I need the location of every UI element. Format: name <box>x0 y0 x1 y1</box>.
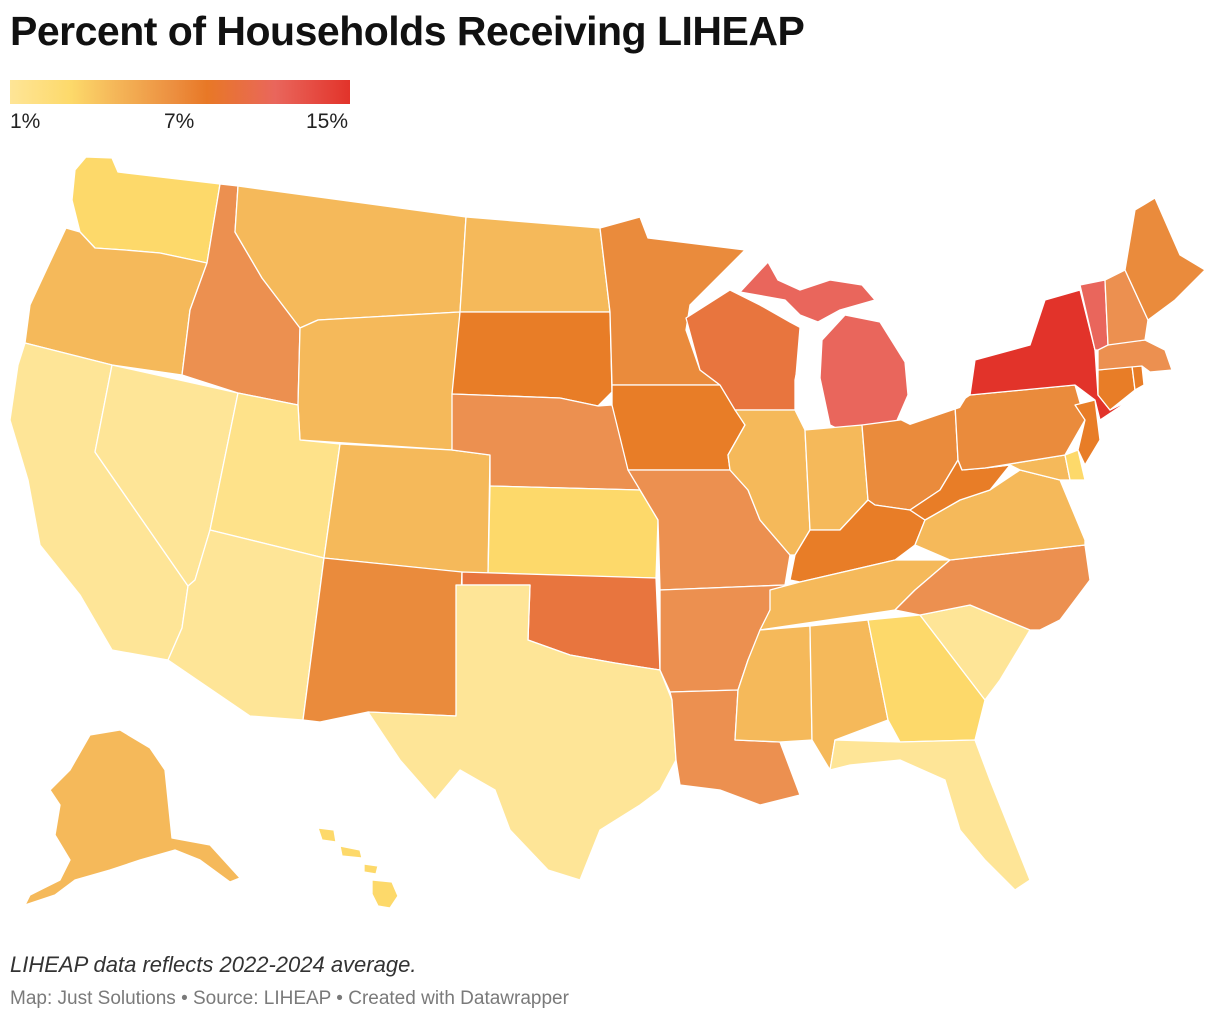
state-CO[interactable] <box>323 443 491 576</box>
state-ME[interactable] <box>1124 197 1206 321</box>
state-MN[interactable] <box>599 216 746 386</box>
us-choropleth-map <box>9 156 1206 909</box>
state-WY[interactable] <box>297 311 461 451</box>
state-VT[interactable] <box>1079 279 1109 351</box>
legend-mid-label: 7% <box>164 110 195 133</box>
state-HI[interactable] <box>317 827 399 909</box>
state-MA[interactable] <box>1097 339 1173 373</box>
state-NC[interactable] <box>894 544 1091 631</box>
chart-title: Percent of Households Receiving LIHEAP <box>10 8 805 54</box>
state-IL[interactable] <box>727 409 811 556</box>
footnote: LIHEAP data reflects 2022-2024 average. <box>10 952 417 977</box>
state-DE[interactable] <box>1064 449 1086 481</box>
state-ND[interactable] <box>459 216 611 313</box>
state-FL[interactable] <box>829 739 1031 891</box>
state-NH[interactable] <box>1104 269 1149 346</box>
lake-michigan <box>795 320 822 430</box>
legend-max-label: 15% <box>306 110 349 133</box>
state-AK[interactable] <box>24 729 241 906</box>
state-NM[interactable] <box>302 557 463 723</box>
lake-erie <box>900 395 968 425</box>
state-KS[interactable] <box>487 485 659 579</box>
legend-min-label: 1% <box>10 110 41 133</box>
state-MI[interactable] <box>819 314 909 431</box>
state-TX[interactable] <box>367 584 677 881</box>
source-credit: Map: Just Solutions • Source: LIHEAP • C… <box>10 988 569 1009</box>
state-MI-upper[interactable] <box>739 261 876 323</box>
state-IA[interactable] <box>611 384 746 471</box>
state-SD[interactable] <box>451 311 613 407</box>
legend-color-scale <box>10 80 350 104</box>
